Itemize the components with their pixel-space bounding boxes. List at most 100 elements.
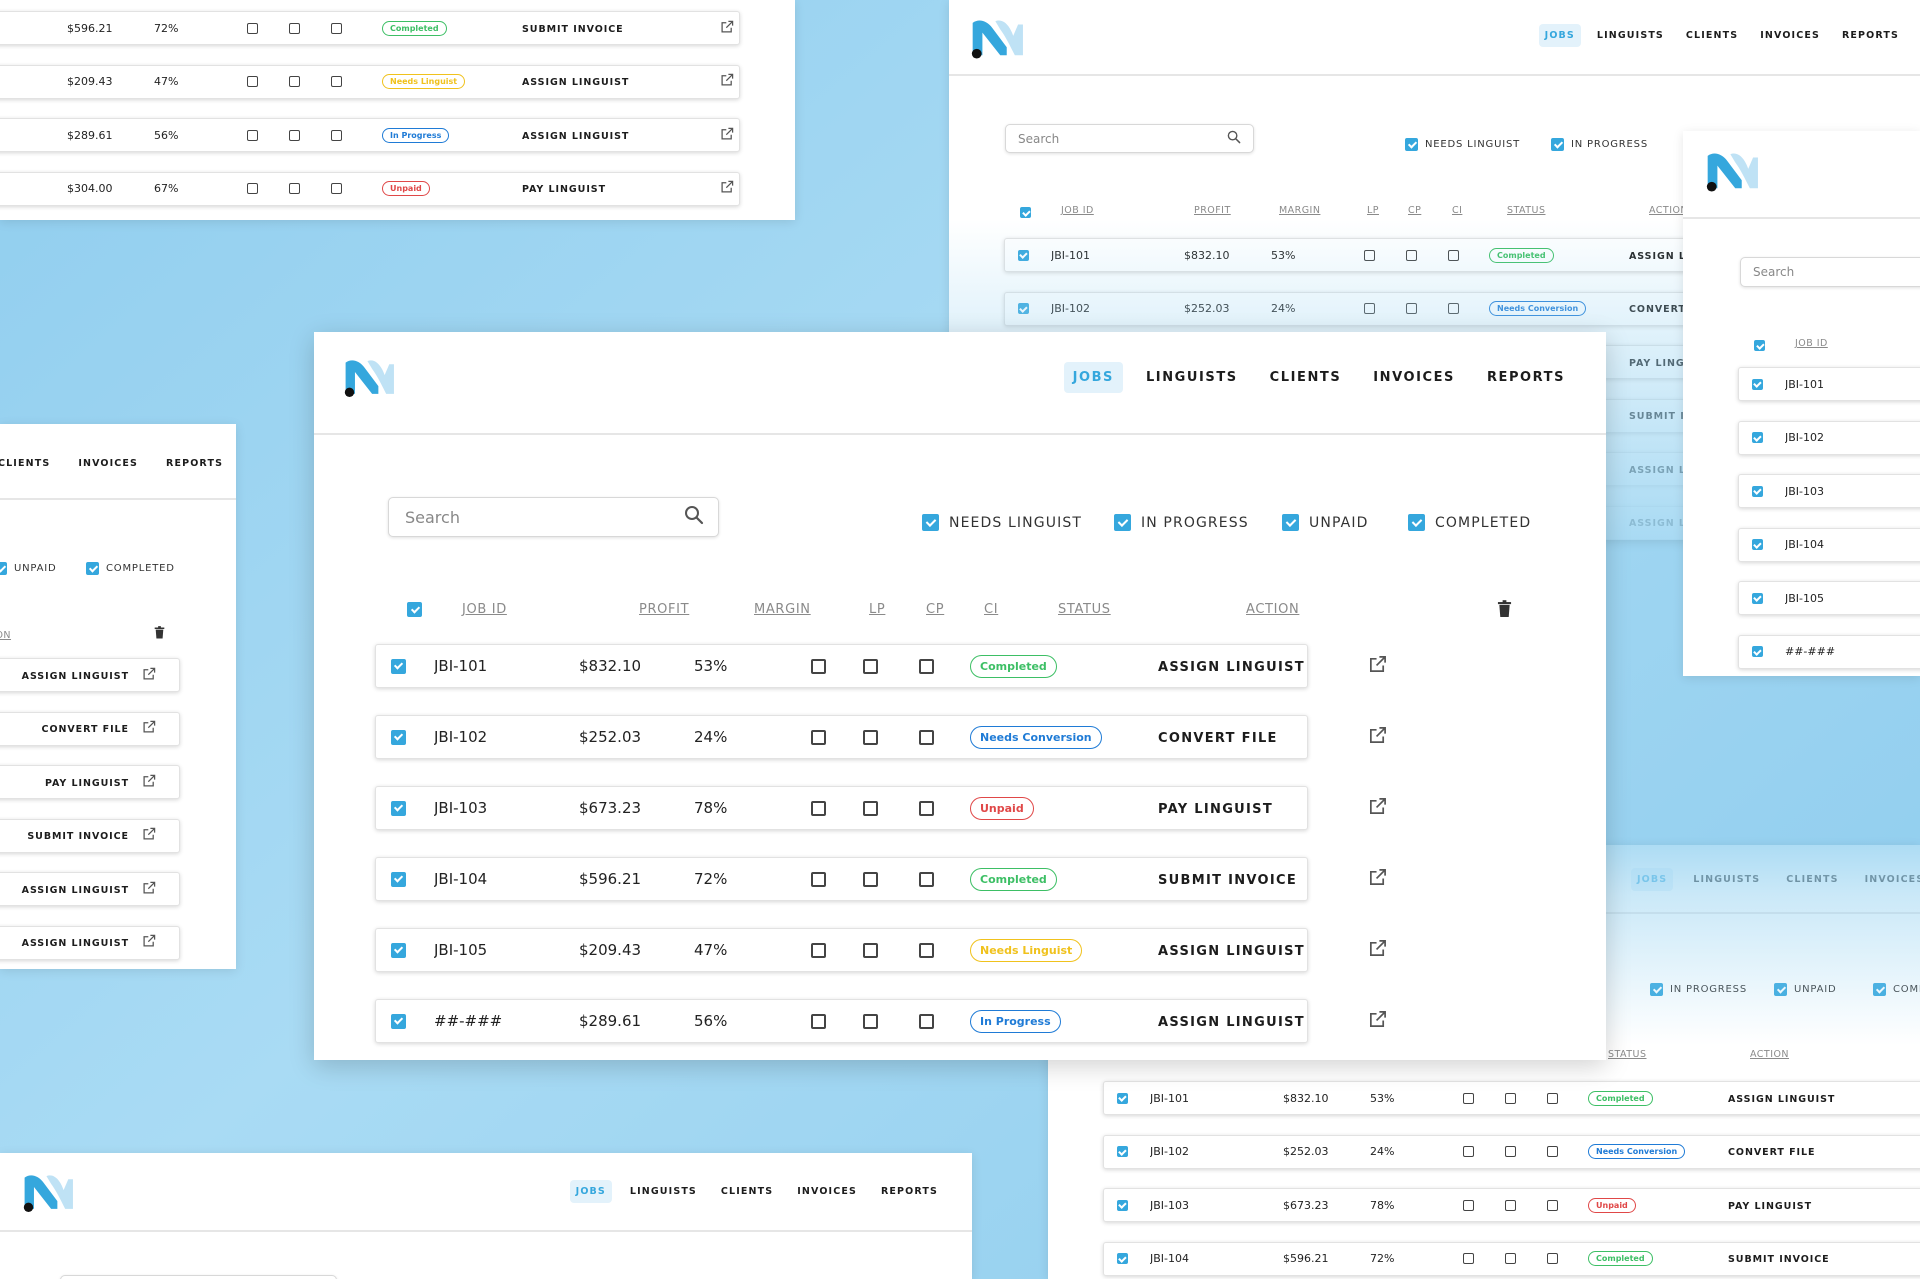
action-label[interactable]: SUBMIT INVOICE: [1158, 873, 1298, 888]
checked-checkbox[interactable]: [1751, 539, 1763, 550]
checkbox[interactable]: [918, 729, 934, 745]
checkbox[interactable]: [918, 871, 934, 887]
column-header-profit[interactable]: PROFIT: [1194, 205, 1231, 216]
filter-in-progress[interactable]: IN PROGRESS: [1551, 138, 1648, 151]
tab-invoices[interactable]: INVOICES: [797, 1186, 857, 1197]
column-header-lp[interactable]: LP: [869, 602, 886, 617]
column-header-status[interactable]: STATUS: [1608, 1049, 1647, 1060]
checkbox[interactable]: [918, 658, 934, 674]
checked-checkbox[interactable]: [1017, 303, 1029, 314]
tab-linguists[interactable]: LINGUISTS: [1596, 30, 1664, 41]
tab-jobs[interactable]: JOBS: [1631, 868, 1674, 891]
column-header-job_id[interactable]: JOB ID: [1061, 205, 1094, 216]
checkbox[interactable]: [1405, 303, 1417, 314]
search-input[interactable]: Search: [388, 497, 719, 537]
action-label[interactable]: PAY LINGUIST: [522, 184, 607, 195]
checkbox[interactable]: [810, 942, 826, 958]
open-external-icon[interactable]: [1368, 1010, 1387, 1033]
table-row[interactable]: JBI-103 $673.23 78% Unpaid PAY LINGUIST: [375, 786, 1386, 830]
checked-checkbox[interactable]: [390, 658, 406, 674]
table-row[interactable]: PAY LINGUIST: [0, 765, 180, 799]
filter-unpaid[interactable]: UNPAID: [1282, 514, 1368, 531]
app-logo-icon[interactable]: [971, 18, 1023, 63]
checkbox[interactable]: [330, 183, 342, 194]
checked-checkbox[interactable]: [1774, 983, 1787, 996]
checked-checkbox[interactable]: [1114, 514, 1131, 531]
search-input[interactable]: Search: [1005, 124, 1254, 153]
action-label[interactable]: ASSIGN LINGUIST: [522, 77, 630, 88]
table-row[interactable]: JBI-105: [1738, 581, 1920, 615]
table-row[interactable]: ##-### $289.61 56% In Progress ASSIGN LINGUI…: [375, 999, 1386, 1043]
filter-needs-linguist[interactable]: NEEDS LINGUIST: [1405, 138, 1520, 151]
action-label[interactable]: ASSIGN LINGUIST: [21, 884, 129, 896]
checkbox[interactable]: [810, 871, 826, 887]
table-row[interactable]: ASSIGN LINGUIST: [0, 658, 180, 692]
table-row[interactable]: JBI-104 $596.21 72% Completed SUBMIT INVOICE: [1103, 1241, 1920, 1276]
tab-clients[interactable]: CLIENTS: [720, 1186, 774, 1197]
checkbox[interactable]: [330, 76, 342, 87]
tab-jobs[interactable]: JOBS: [1538, 24, 1581, 47]
checked-checkbox[interactable]: [390, 800, 406, 816]
table-row[interactable]: ASSIGN LINGUIST: [0, 925, 180, 960]
column-header-lp[interactable]: LP: [1367, 205, 1379, 216]
column-header-status[interactable]: STATUS: [1058, 602, 1111, 617]
action-label[interactable]: CONVERT FILE: [41, 724, 129, 735]
open-external-icon[interactable]: [1368, 939, 1387, 962]
checkbox[interactable]: [1363, 303, 1375, 314]
tab-clients[interactable]: CLIENTS: [1269, 370, 1342, 385]
column-header-ci[interactable]: CI: [984, 602, 999, 617]
open-external-icon[interactable]: [720, 180, 734, 197]
action-label[interactable]: SUBMIT INVOICE: [27, 831, 129, 842]
checked-checkbox[interactable]: [1751, 378, 1763, 390]
tab-linguists[interactable]: LINGUISTS: [1145, 370, 1238, 385]
table-row[interactable]: JBI-103: [1738, 474, 1920, 508]
table-row[interactable]: $596.21 72% Completed SUBMIT INVOICE: [0, 11, 740, 45]
table-row[interactable]: JBI-104 $596.21 72% Completed SUBMIT INVOICE: [375, 857, 1386, 901]
table-row[interactable]: $304.00 67% Unpaid PAY LINGUIST: [0, 171, 740, 206]
checked-checkbox[interactable]: [1116, 1146, 1128, 1157]
checkbox[interactable]: [810, 1013, 826, 1029]
filter-completed[interactable]: COMPLETED: [86, 562, 175, 575]
search-icon[interactable]: [1227, 130, 1241, 147]
table-row[interactable]: JBI-101: [1738, 367, 1920, 401]
tab-reports[interactable]: REPORTS: [1841, 30, 1899, 41]
checked-checkbox[interactable]: [1754, 340, 1765, 351]
tab-invoices[interactable]: INVOICES: [1373, 370, 1455, 385]
table-row[interactable]: JBI-102 $252.03 24% Needs Conversion CONVERT…: [1103, 1134, 1920, 1169]
action-label[interactable]: ASSIGN LINGUIST: [1158, 660, 1305, 675]
checked-checkbox[interactable]: [390, 1013, 406, 1029]
open-external-icon[interactable]: [720, 20, 734, 37]
tab-clients[interactable]: CLIENTS: [0, 458, 51, 469]
checked-checkbox[interactable]: [1116, 1092, 1128, 1104]
checkbox[interactable]: [288, 183, 300, 194]
table-row[interactable]: $289.61 56% In Progress ASSIGN LINGUIST: [0, 118, 740, 152]
action-label[interactable]: ASSIGN LINGUIST: [21, 938, 129, 949]
column-header-action[interactable]: ACTION: [1246, 602, 1300, 617]
checked-checkbox[interactable]: [0, 562, 7, 575]
checkbox[interactable]: [1504, 1146, 1516, 1157]
checkbox[interactable]: [918, 800, 934, 816]
open-external-icon[interactable]: [142, 720, 156, 737]
select-all-checkbox[interactable]: [1754, 336, 1765, 355]
tab-invoices[interactable]: INVOICES: [1760, 30, 1820, 41]
table-row[interactable]: ##-###: [1738, 634, 1920, 669]
open-external-icon[interactable]: [142, 774, 156, 791]
table-row[interactable]: JBI-103 $673.23 78% Unpaid PAY LINGUIST: [1103, 1188, 1920, 1222]
open-external-icon[interactable]: [142, 667, 156, 684]
checked-checkbox[interactable]: [1873, 983, 1886, 996]
tab-linguists[interactable]: LINGUISTS: [629, 1186, 697, 1197]
checkbox[interactable]: [1546, 1146, 1558, 1157]
checkbox[interactable]: [918, 942, 934, 958]
checked-checkbox[interactable]: [1408, 514, 1425, 531]
filter-needs-linguist[interactable]: NEEDS LINGUIST: [922, 514, 1082, 531]
table-row[interactable]: CONVERT FILE: [0, 711, 180, 746]
checkbox[interactable]: [246, 129, 258, 141]
checkbox[interactable]: [288, 22, 300, 34]
checkbox[interactable]: [862, 729, 878, 745]
action-label[interactable]: ASSIGN LINGUIST: [21, 670, 129, 682]
checkbox[interactable]: [1447, 249, 1459, 261]
open-external-icon[interactable]: [720, 73, 734, 90]
checkbox[interactable]: [1546, 1253, 1558, 1264]
open-external-icon[interactable]: [1368, 797, 1387, 820]
column-header-margin[interactable]: MARGIN: [1279, 205, 1321, 216]
